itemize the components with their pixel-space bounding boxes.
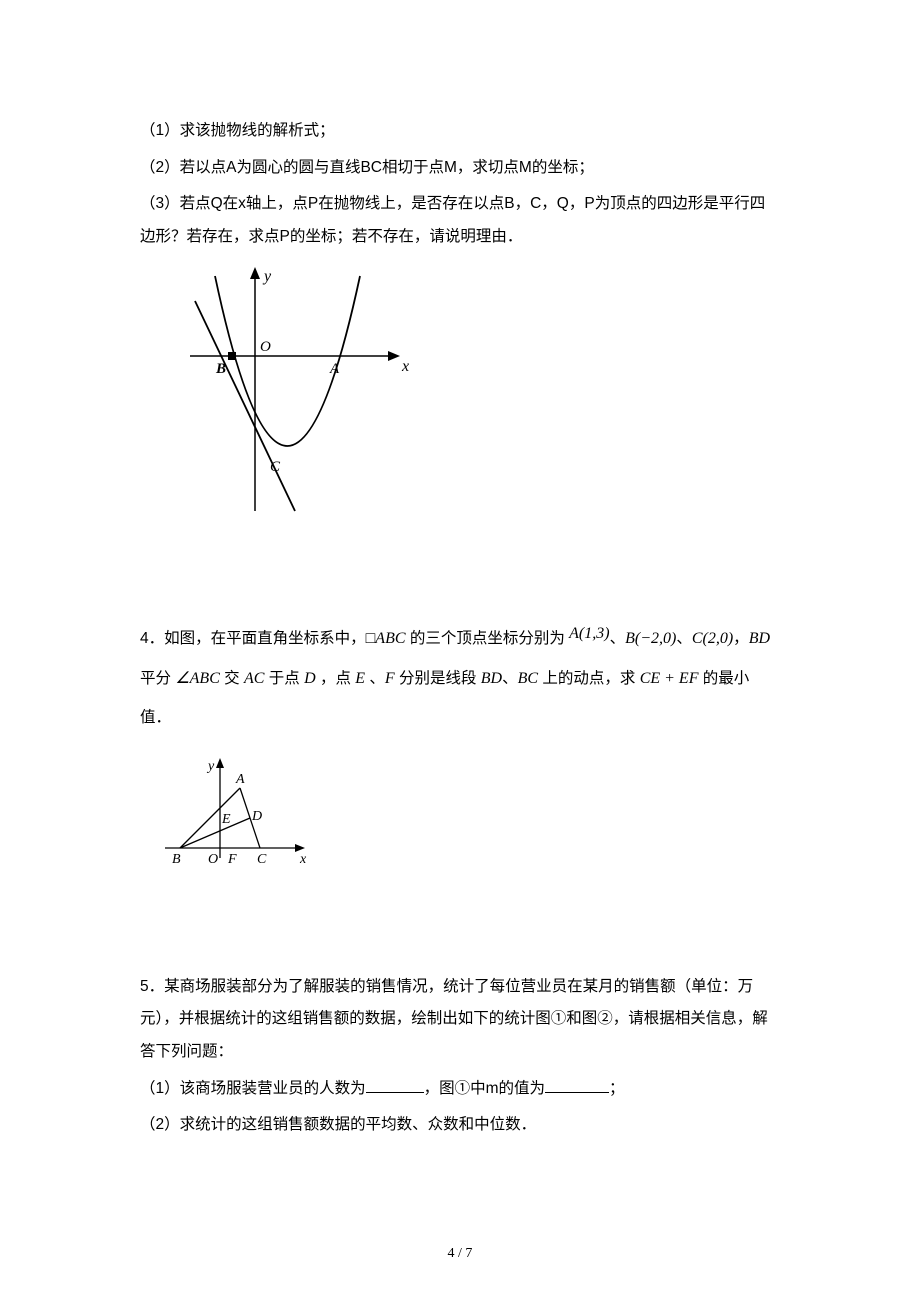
- label2-F: F: [227, 852, 237, 867]
- q4-mid3: 平分: [140, 670, 175, 687]
- q3-part2: （2）若以点A为圆心的圆与直线BC相切于点M，求切点M的坐标；: [140, 152, 780, 185]
- q4-ac: AC: [244, 670, 264, 687]
- q4-mid5: 于点: [264, 670, 304, 687]
- q4-mid6: ，点: [316, 670, 356, 687]
- q4-ceef: CE + EF: [640, 670, 699, 687]
- label2-E: E: [221, 812, 231, 827]
- q4-sep3: 、: [365, 670, 385, 687]
- q4-figure: y x A B C D E O F: [160, 748, 780, 883]
- triangle-diagram: y x A B C D E O F: [160, 748, 320, 878]
- q4-mid8: 上的动点，求: [538, 670, 640, 687]
- label2-B: B: [172, 852, 181, 867]
- q4-mid4: 交: [220, 670, 244, 687]
- q4-mid7: 分别是线段: [395, 670, 481, 687]
- q4-e: E: [355, 670, 365, 687]
- q4-f: F: [385, 670, 395, 687]
- q5-p2c: ；: [609, 1080, 625, 1097]
- q5-p2b: ，图①中m的值为: [424, 1080, 545, 1097]
- label-O: O: [260, 339, 271, 355]
- q5-part2: （2）求统计的这组销售额数据的平均数、众数和中位数．: [140, 1109, 780, 1142]
- q4-sep1: 、: [610, 630, 626, 647]
- q5-stem: 5．某商场服装部分为了解服装的销售情况，统计了每位营业员在某月的销售额（单位：万…: [140, 971, 780, 1069]
- label2-D: D: [251, 809, 262, 824]
- label-A: A: [329, 361, 340, 377]
- q3-figure: y x O A B C: [180, 261, 780, 526]
- q4-mid2: ，: [733, 630, 749, 647]
- label-y: y: [262, 268, 272, 285]
- q4-d: D: [304, 670, 316, 687]
- label2-C: C: [257, 852, 267, 867]
- q5-p2a: （1）该商场服装营业员的人数为: [140, 1080, 366, 1097]
- q3-part3: （3）若点Q在x轴上，点P在抛物线上，是否存在以点B，C，Q，P为顶点的四边形是…: [140, 188, 780, 253]
- page-footer: 4 / 7: [0, 1246, 920, 1262]
- q3-part1: （1）求该抛物线的解析式；: [140, 115, 780, 148]
- label-x: x: [401, 358, 409, 375]
- label2-x: x: [299, 852, 307, 867]
- q4-point-c: C(2,0): [692, 630, 733, 647]
- q4-bd: BD: [749, 630, 770, 647]
- blank-2: [545, 1077, 609, 1093]
- q4-sep4: 、: [502, 670, 518, 687]
- q4-angle: ∠ABC: [175, 670, 220, 687]
- q4-prefix: 4．如图，在平面直角坐标系中，: [140, 630, 366, 647]
- q4-bc: BC: [518, 670, 538, 687]
- q5-part1: （1）该商场服装营业员的人数为 ，图①中m的值为 ；: [140, 1073, 780, 1106]
- q4-bd2: BD: [481, 670, 502, 687]
- label-C: C: [270, 459, 281, 475]
- label2-O: O: [208, 852, 218, 867]
- q4-sep2: 、: [676, 630, 692, 647]
- q4-text: 4．如图，在平面直角坐标系中，□ABC 的三个顶点坐标分别为 A(1,3)、B(…: [140, 614, 780, 738]
- q4-triangle: □ABC: [366, 630, 406, 647]
- label2-y: y: [206, 759, 215, 774]
- label2-A: A: [235, 772, 245, 787]
- label-B: B: [215, 361, 226, 377]
- blank-1: [366, 1077, 424, 1093]
- q4-point-a: A(1,3): [569, 625, 609, 642]
- q4-point-b: B(−2,0): [625, 630, 676, 647]
- q4-mid1: 的三个顶点坐标分别为: [406, 630, 570, 647]
- parabola-diagram: y x O A B C: [180, 261, 420, 521]
